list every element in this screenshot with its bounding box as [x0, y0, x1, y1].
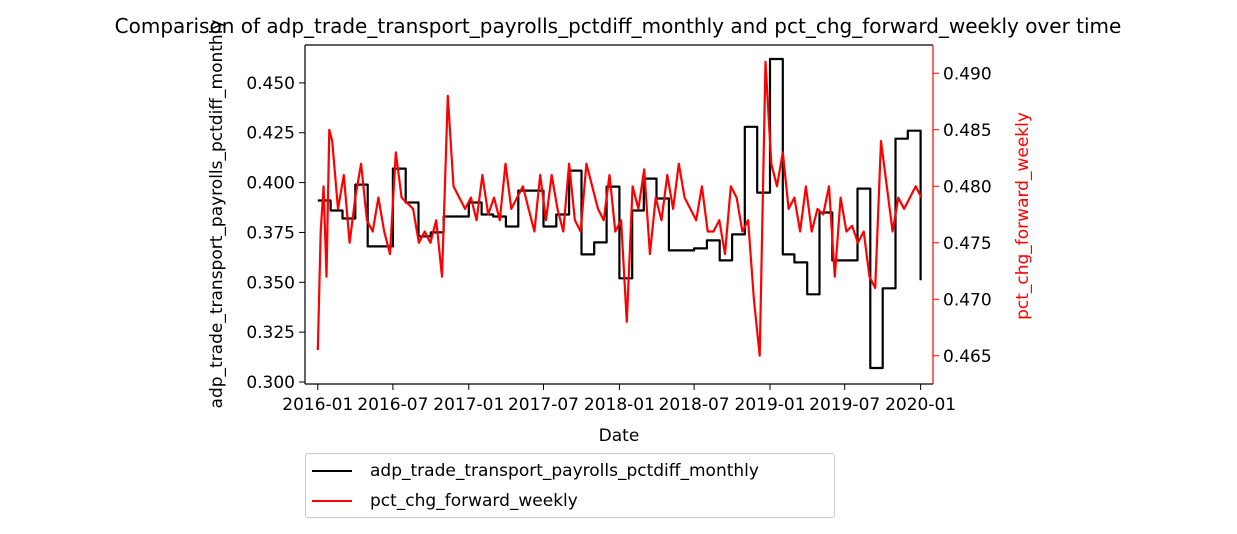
x-axis-label: Date [599, 426, 640, 446]
y-tick-label: 0.425 [246, 124, 295, 144]
x-axis: 2016-01 2016-07 2017-01 2017-07 2018-01 2018-… [282, 384, 956, 415]
legend-swatch-black [312, 470, 352, 472]
y-tick-label: 0.375 [246, 223, 295, 243]
series-line-1 [316, 60, 923, 357]
series-line-0 [317, 57, 922, 370]
x-tick-label: 2019-01 [735, 395, 806, 415]
x-tick-label: 2018-01 [584, 395, 655, 415]
y-tick-label: 0.325 [246, 323, 295, 343]
x-tick-label: 2016-07 [357, 395, 428, 415]
y-axis-left: 0.300 0.325 0.350 0.375 0.400 0.425 0.450 [246, 74, 305, 393]
y-tick-label: 0.450 [246, 74, 295, 94]
y2-tick-label: 0.475 [943, 234, 992, 254]
x-tick-label: 2019-07 [809, 395, 880, 415]
y2-axis-label: pct_chg_forward_weekly [1013, 112, 1033, 320]
chart-title: Comparison of adp_trade_transport_payrol… [115, 14, 1122, 38]
y2-tick-label: 0.470 [943, 290, 992, 310]
x-tick-label: 2020-01 [885, 395, 956, 415]
y-tick-label: 0.300 [246, 373, 295, 393]
legend: adp_trade_transport_payrolls_pctdiff_mon… [305, 453, 835, 518]
legend-label-pct: pct_chg_forward_weekly [370, 491, 578, 511]
legend-label-adp: adp_trade_transport_payrolls_pctdiff_mon… [370, 461, 759, 481]
y-axis-right: 0.465 0.470 0.475 0.480 0.485 0.490 [933, 64, 992, 367]
y-axis-label: adp_trade_transport_payrolls_pctdiff_mon… [207, 20, 227, 409]
x-tick-label: 2016-01 [282, 395, 353, 415]
y-tick-label: 0.350 [246, 273, 295, 293]
y-tick-label: 0.400 [246, 174, 295, 194]
legend-item-adp: adp_trade_transport_payrolls_pctdiff_mon… [312, 460, 759, 482]
legend-item-pct: pct_chg_forward_weekly [312, 490, 578, 512]
x-tick-label: 2017-07 [508, 395, 579, 415]
x-tick-label: 2017-01 [433, 395, 504, 415]
y2-tick-label: 0.490 [943, 64, 992, 84]
x-tick-label: 2018-07 [659, 395, 730, 415]
y2-tick-label: 0.465 [943, 347, 992, 367]
y2-tick-label: 0.485 [943, 121, 992, 141]
series-layer [316, 57, 923, 370]
legend-swatch-red [312, 500, 352, 502]
y2-tick-label: 0.480 [943, 177, 992, 197]
